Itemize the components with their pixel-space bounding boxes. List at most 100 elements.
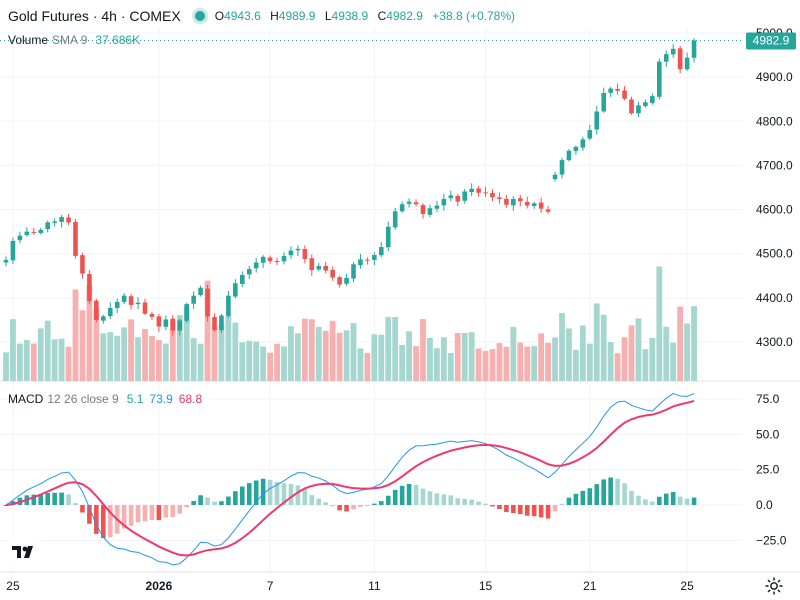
candle-body xyxy=(434,205,440,209)
macd-hist-bar xyxy=(622,483,627,505)
low-value: 4938.9 xyxy=(331,9,369,23)
macd-hist-bar xyxy=(233,491,238,505)
volume-bar xyxy=(176,315,183,381)
macd-hist-bar xyxy=(163,505,169,518)
volume-bar xyxy=(642,349,649,381)
macd-hist-bar xyxy=(663,493,669,505)
macd-line xyxy=(5,392,695,566)
volume-bar xyxy=(440,337,447,381)
volume-bar xyxy=(17,343,23,381)
macd-hist-bar xyxy=(448,495,454,505)
gridlines xyxy=(0,28,800,573)
macd-hist-bar xyxy=(246,483,252,505)
macd-hist-bar xyxy=(566,497,572,505)
macd-hist-bar xyxy=(198,495,203,505)
volume-legend-ma: SMA 9 xyxy=(52,33,88,47)
volume-bar xyxy=(593,303,600,381)
macd-hist-bar xyxy=(45,492,50,505)
macd-hist-bar xyxy=(94,505,99,534)
volume-bar xyxy=(392,317,399,381)
macd-legend[interactable]: MACD 12 26 close 9 5.1 73.9 68.8 xyxy=(8,392,202,406)
candle-body xyxy=(184,304,189,321)
candle-body xyxy=(490,193,495,198)
volume-bar xyxy=(86,284,93,381)
volume-bar xyxy=(656,266,663,381)
volume-bar xyxy=(364,353,371,381)
volume-bar xyxy=(65,346,72,381)
candle-body xyxy=(142,302,148,314)
candle-body xyxy=(177,320,183,331)
candle-body xyxy=(246,269,252,275)
candle-body xyxy=(260,256,266,263)
volume-bar xyxy=(385,316,392,381)
time-tick-label: 7 xyxy=(267,579,274,593)
volume-bar xyxy=(149,336,155,381)
symbol-title[interactable]: Gold Futures · 4h · COMEX xyxy=(8,8,181,24)
candle-body xyxy=(677,48,683,70)
macd-hist-bar xyxy=(219,501,224,505)
candle-body xyxy=(24,231,30,236)
candle-body xyxy=(462,191,467,201)
candle-body xyxy=(38,229,44,233)
candle-body xyxy=(441,198,447,206)
time-tick-label: 2026 xyxy=(146,579,173,593)
volume-bar xyxy=(586,343,593,381)
candle-body xyxy=(448,195,454,199)
volume-bar xyxy=(684,323,690,381)
volume-bar xyxy=(621,337,628,381)
volume-bar xyxy=(454,332,461,381)
macd-hist-bar xyxy=(483,503,488,505)
volume-bar xyxy=(378,334,385,381)
macd-hist-bar xyxy=(281,483,287,505)
macd-hist-bar xyxy=(643,499,648,505)
volume-bar xyxy=(169,320,176,381)
price-tick-label: 4600.0 xyxy=(756,203,793,217)
candle-body xyxy=(385,226,391,248)
macd-hist-bar xyxy=(316,498,322,505)
volume-bar xyxy=(336,332,343,381)
volume-bar xyxy=(30,343,37,381)
candle-body xyxy=(128,296,134,305)
volume-bar xyxy=(503,346,510,381)
volume-bar xyxy=(274,343,280,381)
macd-hist-bar xyxy=(538,505,544,518)
macd-hist-bar xyxy=(107,505,113,538)
volume-bar xyxy=(239,342,246,381)
candle-body xyxy=(163,319,169,327)
candle-body xyxy=(101,316,106,321)
candle-body xyxy=(274,261,280,263)
volume-bar xyxy=(475,348,482,381)
macd-hist-bar xyxy=(629,491,634,505)
candle-body xyxy=(330,269,335,278)
macd-hist-bar xyxy=(128,505,134,526)
candle-body xyxy=(323,265,328,271)
volume-bar xyxy=(10,319,16,381)
volume-bar xyxy=(517,342,524,381)
macd-hist-bar xyxy=(267,479,273,505)
macd-hist-bar xyxy=(469,499,474,505)
candle-body xyxy=(302,248,308,259)
volume-bar xyxy=(142,328,148,381)
macd-hist-bar xyxy=(545,505,551,519)
tradingview-logo[interactable] xyxy=(8,538,40,566)
candle-body xyxy=(80,255,85,274)
candle-body xyxy=(650,96,655,103)
macd-hist-bar xyxy=(455,498,461,505)
settings-gear-icon[interactable] xyxy=(764,576,784,596)
volume-bar xyxy=(663,326,670,381)
macd-hist-bar xyxy=(344,505,349,512)
candle-body xyxy=(531,203,537,207)
open-value: 4943.6 xyxy=(224,9,261,23)
high-value: 4989.9 xyxy=(278,9,316,23)
volume-legend[interactable]: Volume SMA 9 37.686K xyxy=(8,33,140,47)
price-tick-label: 4800.0 xyxy=(756,114,793,128)
macd-hist-bar xyxy=(226,496,231,505)
candle-body xyxy=(392,211,398,228)
volume-bar xyxy=(434,348,440,381)
candle-body xyxy=(587,130,593,139)
macd-hist-bar xyxy=(31,494,37,505)
macd-hist-bar xyxy=(573,493,579,505)
candle-body xyxy=(691,40,697,58)
volume-bar xyxy=(427,337,433,381)
